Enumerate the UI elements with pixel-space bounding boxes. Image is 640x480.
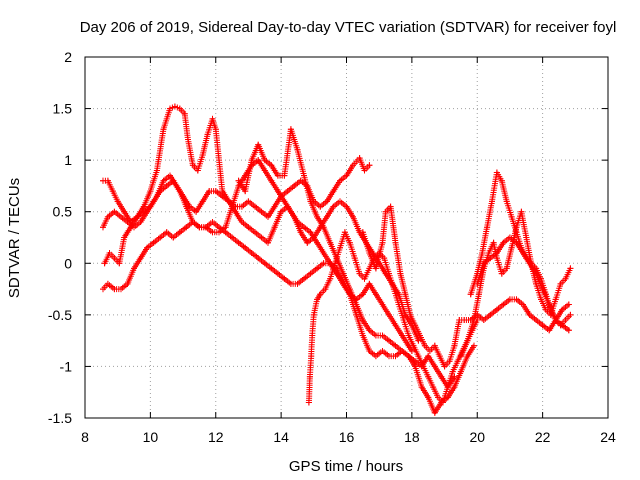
- x-tick-label: 22: [535, 429, 551, 445]
- marker-trail: [235, 126, 477, 416]
- marker-trail: [474, 234, 572, 334]
- marker-trail: [305, 229, 481, 406]
- axes: 8 10 12 14 16 18 20 22 24 -1.5 -1 -0.5 0 0.5 1 1.5 2: [48, 49, 616, 445]
- x-tick-label: 24: [600, 429, 616, 445]
- marker-trail: [100, 219, 458, 391]
- y-tick-label: 1.5: [53, 101, 73, 117]
- y-tick-label: -1: [60, 358, 73, 374]
- marker-trail: [359, 203, 572, 370]
- x-tick-label: 20: [469, 429, 485, 445]
- grid-lines: [85, 57, 608, 418]
- y-tick-label: 1: [64, 152, 72, 168]
- marker-trail: [457, 208, 574, 360]
- series-track-1: [100, 103, 373, 225]
- y-tick-label: 2: [64, 49, 72, 65]
- series-track-10: [474, 234, 572, 334]
- y-tick-label: -0.5: [48, 307, 72, 323]
- x-axis-label: GPS time / hours: [289, 458, 403, 475]
- x-tick-label: 14: [273, 429, 289, 445]
- series-track-3: [100, 219, 458, 391]
- series-track-6: [305, 229, 481, 406]
- y-tick-label: 0: [64, 255, 72, 271]
- x-tick-label: 8: [81, 429, 89, 445]
- data-points: [100, 103, 574, 416]
- x-tick-label: 10: [143, 429, 159, 445]
- y-tick-label: 0.5: [53, 204, 73, 220]
- y-tick-label: -1.5: [48, 410, 72, 426]
- x-tick-label: 16: [339, 429, 355, 445]
- x-tick-label: 18: [404, 429, 420, 445]
- x-tick-label: 12: [208, 429, 224, 445]
- y-axis-label: SDTVAR / TECUs: [6, 178, 23, 298]
- chart-title: Day 206 of 2019, Sidereal Day-to-day VTE…: [80, 19, 617, 36]
- series-track-5: [235, 126, 477, 416]
